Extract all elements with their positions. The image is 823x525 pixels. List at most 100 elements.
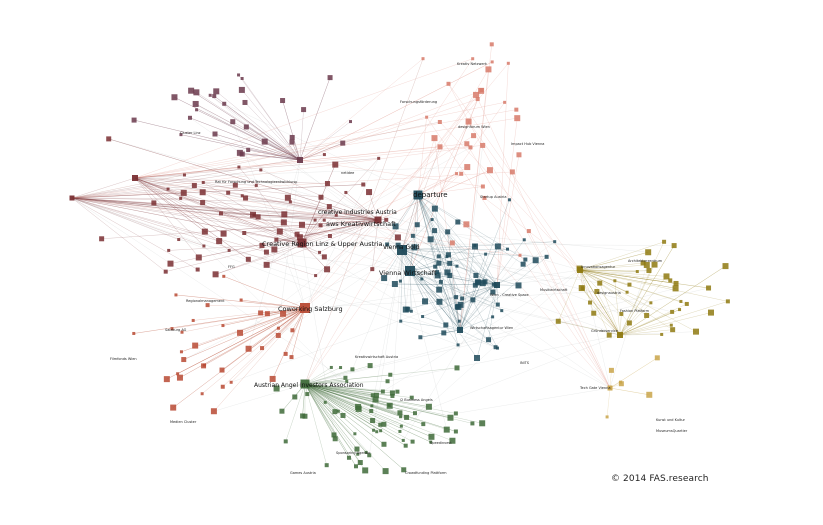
network-node — [470, 421, 475, 426]
network-node — [329, 365, 333, 369]
network-node — [212, 94, 217, 99]
network-node — [388, 372, 393, 377]
network-node — [384, 217, 389, 222]
network-edge — [579, 269, 676, 289]
network-edge — [619, 303, 687, 336]
network-node — [454, 295, 459, 300]
network-node — [324, 181, 330, 187]
network-node — [180, 330, 184, 334]
network-edge — [71, 197, 154, 204]
network-edge — [459, 69, 489, 331]
network-node — [532, 257, 539, 264]
network-edge — [345, 192, 379, 221]
network-node — [163, 376, 170, 383]
network-node — [421, 57, 425, 61]
network-edge — [285, 383, 306, 442]
network-edge — [304, 383, 357, 467]
network-edge — [392, 249, 403, 396]
network-edge — [579, 269, 677, 284]
network-edge — [304, 374, 391, 385]
network-node — [222, 101, 227, 106]
network-edge — [459, 44, 492, 331]
network-edge — [304, 383, 406, 446]
network-node — [401, 467, 407, 473]
network-edge — [134, 166, 239, 179]
network-edge — [276, 383, 306, 389]
network-node — [449, 240, 455, 246]
network-node — [506, 247, 510, 251]
network-edge — [71, 197, 303, 244]
network-edge — [579, 269, 630, 285]
network-edge — [261, 307, 306, 349]
network-edge — [71, 197, 179, 240]
network-node — [344, 190, 348, 194]
network-node — [229, 380, 233, 384]
network-node — [174, 293, 178, 297]
network-edge — [401, 249, 407, 310]
network-node — [453, 411, 458, 416]
network-edge — [195, 103, 379, 221]
network-node — [236, 149, 243, 156]
node-label-musikwirtschaft: Musikwirtschaft — [540, 288, 568, 292]
network-node — [651, 261, 658, 268]
node-label-inits: INiTS — [520, 361, 530, 365]
network-edge — [304, 377, 346, 385]
network-edge — [422, 316, 461, 331]
network-edge — [304, 288, 676, 385]
network-edge — [173, 307, 306, 408]
network-edge — [579, 269, 673, 330]
network-edge — [134, 177, 303, 244]
network-node — [373, 392, 379, 398]
network-node — [195, 108, 199, 112]
network-node — [437, 119, 442, 124]
node-label-creative-space: Wien - Creative Space — [490, 293, 529, 297]
network-edge — [304, 383, 366, 471]
network-node — [385, 379, 390, 384]
network-node — [454, 365, 460, 371]
network-edge — [304, 383, 383, 392]
network-edge — [221, 307, 306, 371]
network-edge — [409, 270, 496, 348]
network-edge — [496, 241, 555, 286]
network-edge — [304, 383, 327, 466]
network-edge — [606, 387, 611, 417]
network-node — [179, 196, 183, 200]
node-label-kreativwirtschaft: Kreativwirtschaft Austria — [355, 355, 398, 359]
network-node — [276, 326, 280, 330]
network-edge — [304, 365, 371, 385]
network-edge — [304, 381, 347, 385]
network-node — [597, 280, 603, 286]
network-edge — [248, 149, 301, 161]
network-node — [514, 107, 519, 112]
network-edge — [71, 197, 337, 216]
node-label-aws: aws Kreativwirtschaft — [326, 220, 396, 228]
network-node — [283, 439, 288, 444]
network-node — [594, 289, 600, 295]
network-node — [242, 231, 247, 236]
network-node — [356, 452, 360, 456]
network-node — [725, 299, 730, 304]
network-node — [339, 366, 343, 370]
network-node — [195, 254, 202, 261]
network-edge — [412, 235, 498, 286]
network-edge — [299, 98, 478, 161]
network-edge — [248, 149, 301, 161]
node-label-designaustria: designaustria — [597, 291, 621, 295]
network-edge — [71, 169, 261, 199]
network-edge — [579, 269, 667, 277]
network-edge — [241, 299, 306, 309]
network-node — [177, 238, 181, 242]
network-edge — [528, 230, 611, 389]
network-edge — [134, 177, 267, 253]
network-node — [202, 244, 206, 248]
network-node — [300, 413, 306, 419]
network-node — [166, 187, 170, 191]
network-node — [518, 253, 522, 257]
network-node — [671, 243, 677, 249]
network-edge — [377, 169, 491, 221]
network-edge — [417, 194, 448, 273]
network-node — [195, 267, 200, 272]
network-node — [289, 355, 294, 360]
network-edge — [71, 197, 291, 203]
network-edge — [449, 275, 621, 336]
